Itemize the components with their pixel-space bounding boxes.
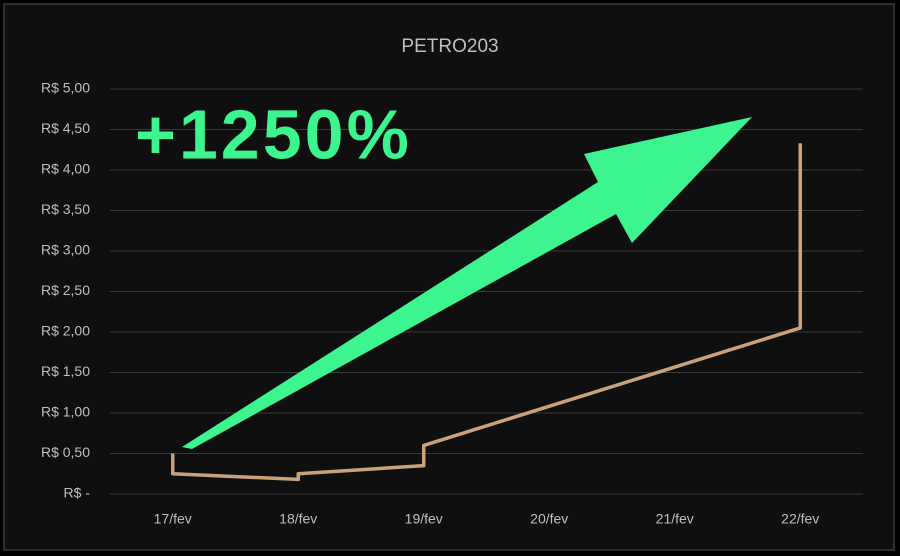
annotation: +1250%	[135, 95, 412, 173]
x-tick-label: 21/fev	[656, 511, 694, 527]
y-tick-label: R$ -	[64, 485, 91, 501]
x-tick-label: 22/fev	[781, 511, 819, 527]
y-tick-label: R$ 5,00	[41, 80, 90, 96]
y-tick-label: R$ 3,00	[41, 242, 90, 258]
y-tick-label: R$ 1,00	[41, 404, 90, 420]
chart-title: PETRO203	[401, 36, 498, 57]
data-line	[171, 143, 802, 482]
y-tick-label: R$ 4,50	[41, 120, 90, 136]
arrow	[182, 117, 752, 449]
y-tick-label: R$ 2,50	[41, 282, 90, 298]
y-tick-label: R$ 4,00	[41, 161, 90, 177]
x-tick-label: 18/fev	[279, 511, 317, 527]
y-tick-label: R$ 0,50	[41, 444, 90, 460]
y-tick-label: R$ 2,00	[41, 323, 90, 339]
x-tick-label: 19/fev	[405, 511, 443, 527]
plot-area: R$ - R$ 0,50 R$ 1,00 R$ 1,50 R$ 2,00 R$ 2,50 R…	[41, 80, 863, 527]
y-tick-label: R$ 1,50	[41, 363, 90, 379]
y-tick-label: R$ 3,50	[41, 201, 90, 217]
x-tick-label: 20/fev	[530, 511, 568, 527]
x-tick-label: 17/fev	[154, 511, 192, 527]
